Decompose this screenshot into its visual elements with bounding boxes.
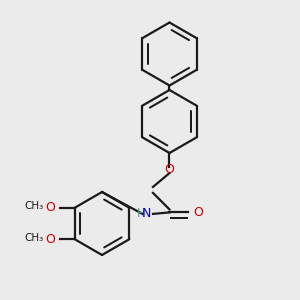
Text: O: O	[45, 233, 55, 246]
Text: CH₃: CH₃	[24, 201, 43, 211]
Text: O: O	[165, 163, 174, 176]
Text: CH₃: CH₃	[24, 233, 43, 243]
Text: O: O	[194, 206, 203, 219]
Text: O: O	[45, 201, 55, 214]
Text: N: N	[142, 207, 152, 220]
Text: H: H	[137, 207, 146, 220]
